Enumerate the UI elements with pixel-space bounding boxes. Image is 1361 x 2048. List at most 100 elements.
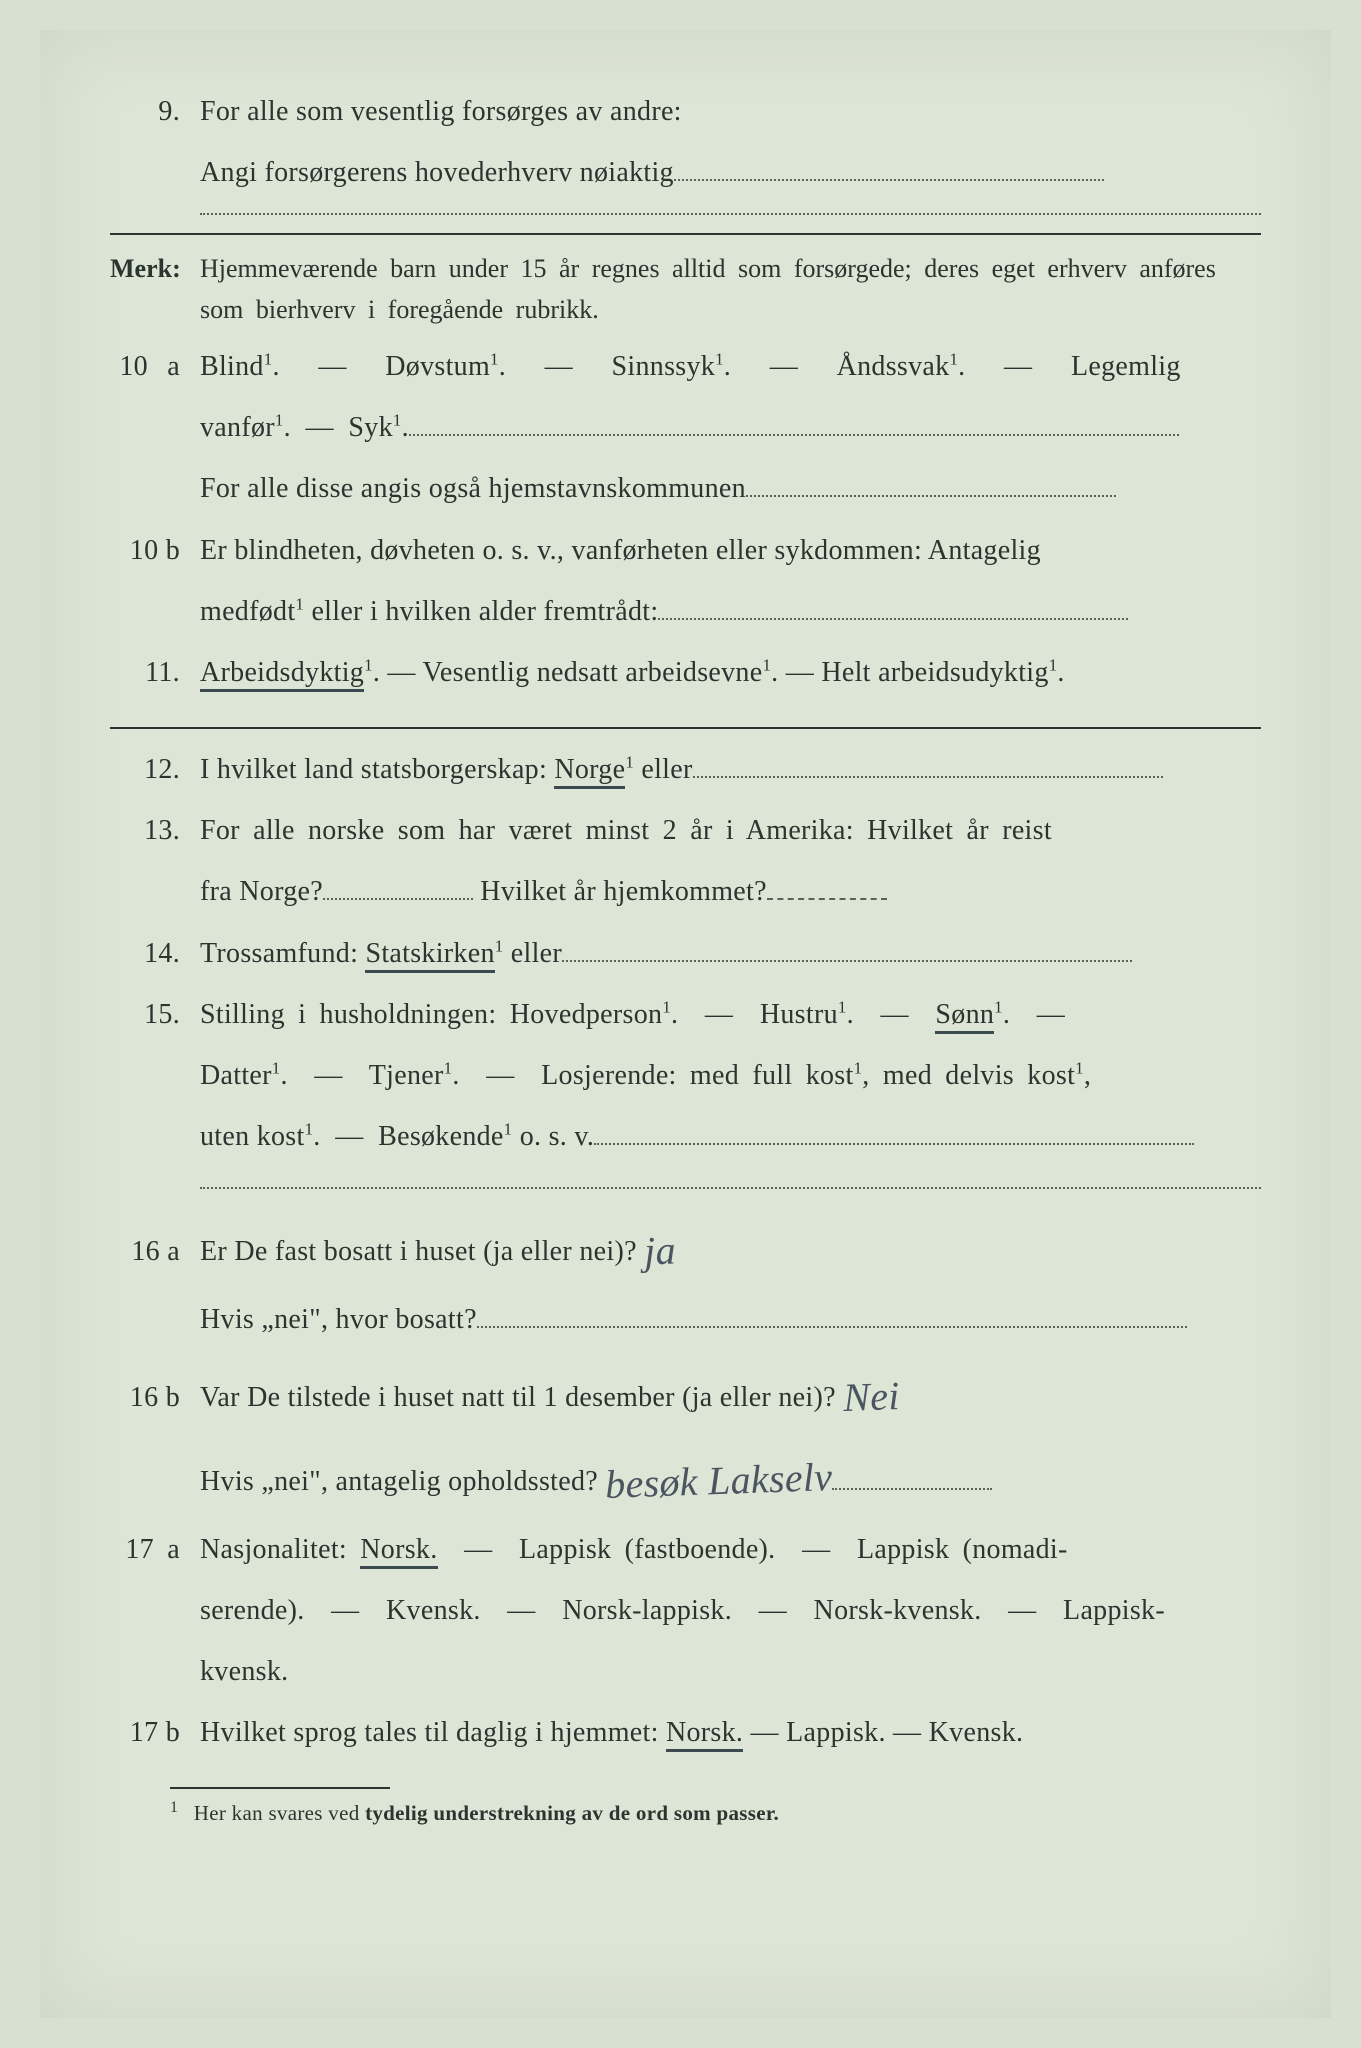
q16b-blank[interactable]	[832, 1459, 992, 1490]
footnote-number: 1	[170, 1799, 178, 1816]
q10b-medfodt[interactable]: medfødt	[200, 596, 295, 627]
q16a-q2: Hvis „nei", hvor bosatt?	[200, 1304, 477, 1335]
question-12: 12. I hvilket land statsborgerskap: Norg…	[110, 743, 1261, 796]
q17b-number: 17 b	[110, 1706, 200, 1759]
question-10b: 10 b Er blindheten, døvheten o. s. v., v…	[110, 524, 1261, 577]
q10a-blank2[interactable]	[746, 467, 1116, 498]
q10b-line2: medfødt1 eller i hvilken alder fremtrådt…	[110, 585, 1261, 638]
q15-opt-sonn[interactable]: Sønn	[935, 999, 994, 1034]
q15-osv: o. s. v.	[520, 1121, 594, 1152]
form-page: 9. For alle som vesentlig forsørges av a…	[40, 30, 1331, 2018]
q10a-opt-dovstum[interactable]: Døvstum	[385, 351, 490, 382]
q13-fra: fra Norge?	[200, 876, 323, 907]
q17a-opt-norsk-kvensk[interactable]: Norsk-kvensk.	[814, 1595, 982, 1626]
q17b-opt-lappisk[interactable]: Lappisk.	[786, 1717, 886, 1748]
q17b-lead: Hvilket sprog tales til daglig i hjemmet…	[200, 1717, 666, 1748]
q16a-answer-ja: ja	[643, 1213, 677, 1290]
q15-opt-hovedperson[interactable]: Hovedperson	[510, 999, 663, 1030]
q15-number: 15.	[110, 988, 200, 1041]
q16a-q1: Er De fast bosatt i huset (ja eller nei)…	[200, 1236, 637, 1267]
q17a-opt-norsk[interactable]: Norsk.	[360, 1534, 437, 1569]
q10b-number: 10 b	[110, 524, 200, 577]
q15-losjerende[interactable]: Losjerende: med full kost	[541, 1060, 853, 1091]
q13-line2: fra Norge? Hvilket år hjemkommet?	[110, 865, 1261, 918]
q16b-q2: Hvis „nei", antagelig opholdssted?	[200, 1466, 598, 1497]
q11-opt-udyktig[interactable]: Helt arbeidsudyktig	[821, 657, 1048, 688]
q14-blank[interactable]	[562, 931, 1132, 962]
footnote: 1 Her kan svares ved tydelig understrekn…	[170, 1799, 1261, 1826]
q17b-opt-norsk[interactable]: Norsk.	[666, 1717, 743, 1752]
q11-number: 11.	[110, 646, 200, 699]
q12-lead: I hvilket land statsborgerskap:	[200, 754, 554, 785]
q9-extra-line[interactable]	[200, 213, 1261, 215]
q15-uten[interactable]: uten kost	[200, 1121, 305, 1152]
q12-eller: eller	[641, 754, 692, 785]
q17a-line2: serende). — Kvensk. — Norsk-lappisk. — N…	[110, 1584, 1261, 1637]
q11-opt-nedsatt[interactable]: Vesentlig nedsatt arbeidsevne	[423, 657, 763, 688]
q17b-opt-kvensk[interactable]: Kvensk.	[929, 1717, 1024, 1748]
q10a-opt-sinnssyk[interactable]: Sinnssyk	[612, 351, 716, 382]
q17a-opt-lappisk-kvensk-a[interactable]: Lappisk-	[1063, 1595, 1165, 1626]
q13-number: 13.	[110, 804, 200, 857]
q17a-opt-norsk-lappisk[interactable]: Norsk-lappisk.	[562, 1595, 732, 1626]
q12-opt-norge[interactable]: Norge	[554, 754, 625, 789]
question-14: 14. Trossamfund: Statskirken1 eller	[110, 927, 1261, 980]
q12-number: 12.	[110, 743, 200, 796]
q12-blank[interactable]	[693, 747, 1163, 778]
question-15: 15. Stilling i husholdningen: Hovedperso…	[110, 988, 1261, 1041]
merk-note: Merk: Hjemmeværende barn under 15 år reg…	[110, 249, 1261, 330]
q13-blank1[interactable]	[323, 870, 473, 901]
q15-extra-line[interactable]	[200, 1187, 1261, 1189]
q10a-opt-andssvak[interactable]: Åndssvak	[837, 351, 950, 382]
q10a-blank[interactable]	[409, 405, 1179, 436]
q10a-opt-syk[interactable]: Syk	[348, 412, 392, 443]
q9-blank[interactable]	[674, 150, 1104, 181]
q10a-line3: For alle disse angis også hjemstavnskomm…	[110, 462, 1261, 515]
q14-opt-statskirken[interactable]: Statskirken	[365, 938, 494, 973]
q16b-answer-sted: besøk Lakselv	[604, 1439, 834, 1523]
q9-line1: For alle som vesentlig forsørges av andr…	[200, 85, 1261, 138]
q9-line2-text: Angi forsørgerens hovederhverv nøiaktig	[200, 157, 674, 188]
question-16b: 16 b Var De tilstede i huset natt til 1 …	[110, 1355, 1261, 1431]
q17a-opt-lappisk-nomad-b[interactable]: serende).	[200, 1595, 305, 1626]
q16a-line2: Hvis „nei", hvor bosatt?	[110, 1293, 1261, 1346]
q17a-line3: kvensk.	[110, 1645, 1261, 1698]
q11-opt-arbeidsdyktig[interactable]: Arbeidsdyktig	[200, 657, 364, 692]
q10a-hjemstavn: For alle disse angis også hjemstavnskomm…	[200, 473, 746, 504]
q16a-number: 16 a	[110, 1225, 200, 1278]
q10a-opt-blind[interactable]: Blind	[200, 351, 264, 382]
q10a-opt-legemlig[interactable]: Legemlig	[1071, 351, 1181, 382]
q10a-opt-vanfor[interactable]: vanfør	[200, 412, 275, 443]
question-9: 9. For alle som vesentlig forsørges av a…	[110, 85, 1261, 138]
footnote-text-b: tydelig understrekning av de ord som pas…	[365, 1801, 779, 1825]
q15-delvis[interactable]: , med delvis kost	[862, 1060, 1075, 1091]
question-17a: 17 a Nasjonalitet: Norsk. — Lappisk (fas…	[110, 1523, 1261, 1576]
q17a-opt-lappisk-fast[interactable]: Lappisk (fastboende).	[519, 1534, 775, 1565]
q16a-blank[interactable]	[477, 1298, 1187, 1329]
q13-hjem: Hvilket år hjemkommet?	[480, 876, 767, 907]
q17a-opt-lappisk-nomad-a[interactable]: Lappisk (nomadi-	[857, 1534, 1068, 1565]
q14-number: 14.	[110, 927, 200, 980]
q15-opt-tjener[interactable]: Tjener	[369, 1060, 444, 1091]
merk-label: Merk:	[110, 249, 200, 330]
footnote-text-a: Her kan svares ved	[194, 1801, 365, 1825]
q16b-line2: Hvis „nei", antagelig opholdssted? besøk…	[110, 1439, 1261, 1515]
q15-opt-datter[interactable]: Datter	[200, 1060, 272, 1091]
q17a-number: 17 a	[110, 1523, 200, 1576]
rule-1	[110, 233, 1261, 235]
rule-2	[110, 727, 1261, 729]
q13-blank2[interactable]	[767, 870, 887, 901]
q17a-opt-kvensk[interactable]: Kvensk.	[386, 1595, 481, 1626]
q15-line2: Datter1. — Tjener1. — Losjerende: med fu…	[110, 1049, 1261, 1102]
q9-number: 9.	[110, 85, 200, 138]
q15-opt-hustru[interactable]: Hustru	[760, 999, 838, 1030]
q17a-lead: Nasjonalitet:	[200, 1534, 360, 1565]
q10b-blank[interactable]	[658, 589, 1128, 620]
q15-blank[interactable]	[594, 1114, 1194, 1145]
q17a-opt-lappisk-kvensk-b[interactable]: kvensk.	[200, 1656, 288, 1687]
q10a-number: 10 a	[110, 340, 200, 393]
q15-besokende[interactable]: Besøkende	[378, 1121, 504, 1152]
q10b-eller: eller i hvilken alder fremtrådt:	[311, 596, 658, 627]
question-13: 13. For alle norske som har været minst …	[110, 804, 1261, 857]
q15-lead: Stilling i husholdningen:	[200, 999, 510, 1030]
